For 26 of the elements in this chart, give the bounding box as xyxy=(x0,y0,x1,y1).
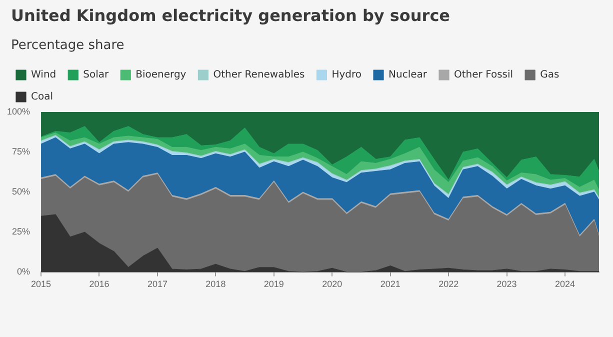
legend-label: Solar xyxy=(83,70,110,81)
x-tick-label: 2015 xyxy=(31,279,52,290)
x-tick-label: 2018 xyxy=(206,279,226,290)
legend-label: Coal xyxy=(31,92,54,103)
legend-label: Hydro xyxy=(332,70,362,81)
x-tick-label: 2019 xyxy=(264,279,284,290)
legend-label: Other Fossil xyxy=(454,70,514,81)
legend-label: Bioenergy xyxy=(136,70,186,81)
legend-label: Gas xyxy=(540,70,560,81)
x-tick-label: 2017 xyxy=(147,279,168,290)
x-tick-label: 2021 xyxy=(380,279,400,290)
x-tick-label: 2016 xyxy=(89,279,110,290)
legend-label: Wind xyxy=(31,70,56,81)
y-tick-label: 25% xyxy=(12,226,30,237)
y-tick-label: 0% xyxy=(17,266,30,277)
chart-subtitle: Percentage share xyxy=(11,38,124,53)
y-tick-label: 75% xyxy=(12,146,30,157)
x-tick-label: 2022 xyxy=(438,279,459,290)
x-tick-label: 2023 xyxy=(496,279,517,290)
legend-label: Other Renewables xyxy=(213,70,305,81)
legend-label: Nuclear xyxy=(388,70,428,81)
y-tick-label: 50% xyxy=(12,186,30,197)
y-tick-label: 100% xyxy=(6,106,30,116)
x-tick-label: 2024 xyxy=(555,279,576,290)
chart-title: United Kingdom electricity generation by source xyxy=(11,6,450,25)
x-tick-label: 2020 xyxy=(322,279,342,290)
